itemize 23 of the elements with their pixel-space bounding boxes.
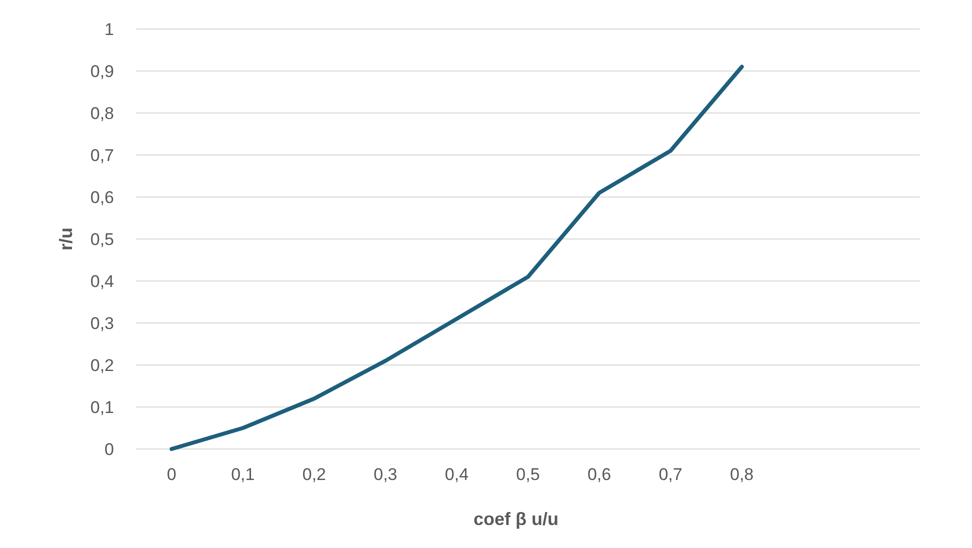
y-tick-label: 0,5 <box>90 230 114 249</box>
y-tick-label: 1 <box>104 20 114 39</box>
x-tick-label: 0,5 <box>516 465 540 484</box>
x-tick-label: 0,1 <box>231 465 255 484</box>
y-tick-label: 0,9 <box>90 62 114 81</box>
x-tick-label: 0 <box>166 465 176 484</box>
x-tick-label: 0,2 <box>302 465 326 484</box>
y-tick-label: 0,1 <box>90 398 114 417</box>
x-tick-label: 0,3 <box>374 465 398 484</box>
y-axis-title: r/u <box>56 227 76 251</box>
line-series <box>170 64 744 451</box>
y-tick-label: 0,4 <box>90 272 114 291</box>
y-tick-label: 0 <box>104 440 114 459</box>
x-tick-label: 0,6 <box>587 465 612 484</box>
y-tick-label: 0,2 <box>90 356 114 375</box>
y-tick-label: 0,3 <box>90 314 114 333</box>
y-tick-label: 0,6 <box>90 188 114 207</box>
y-tick-label: 0,8 <box>90 104 114 123</box>
y-tick-label: 0,7 <box>90 146 114 165</box>
x-tick-label: 0,4 <box>444 465 469 484</box>
x-tick-label: 0,7 <box>658 465 682 484</box>
x-axis-title: coef β u/u <box>474 509 558 529</box>
x-tick-label: 0,8 <box>730 465 754 484</box>
